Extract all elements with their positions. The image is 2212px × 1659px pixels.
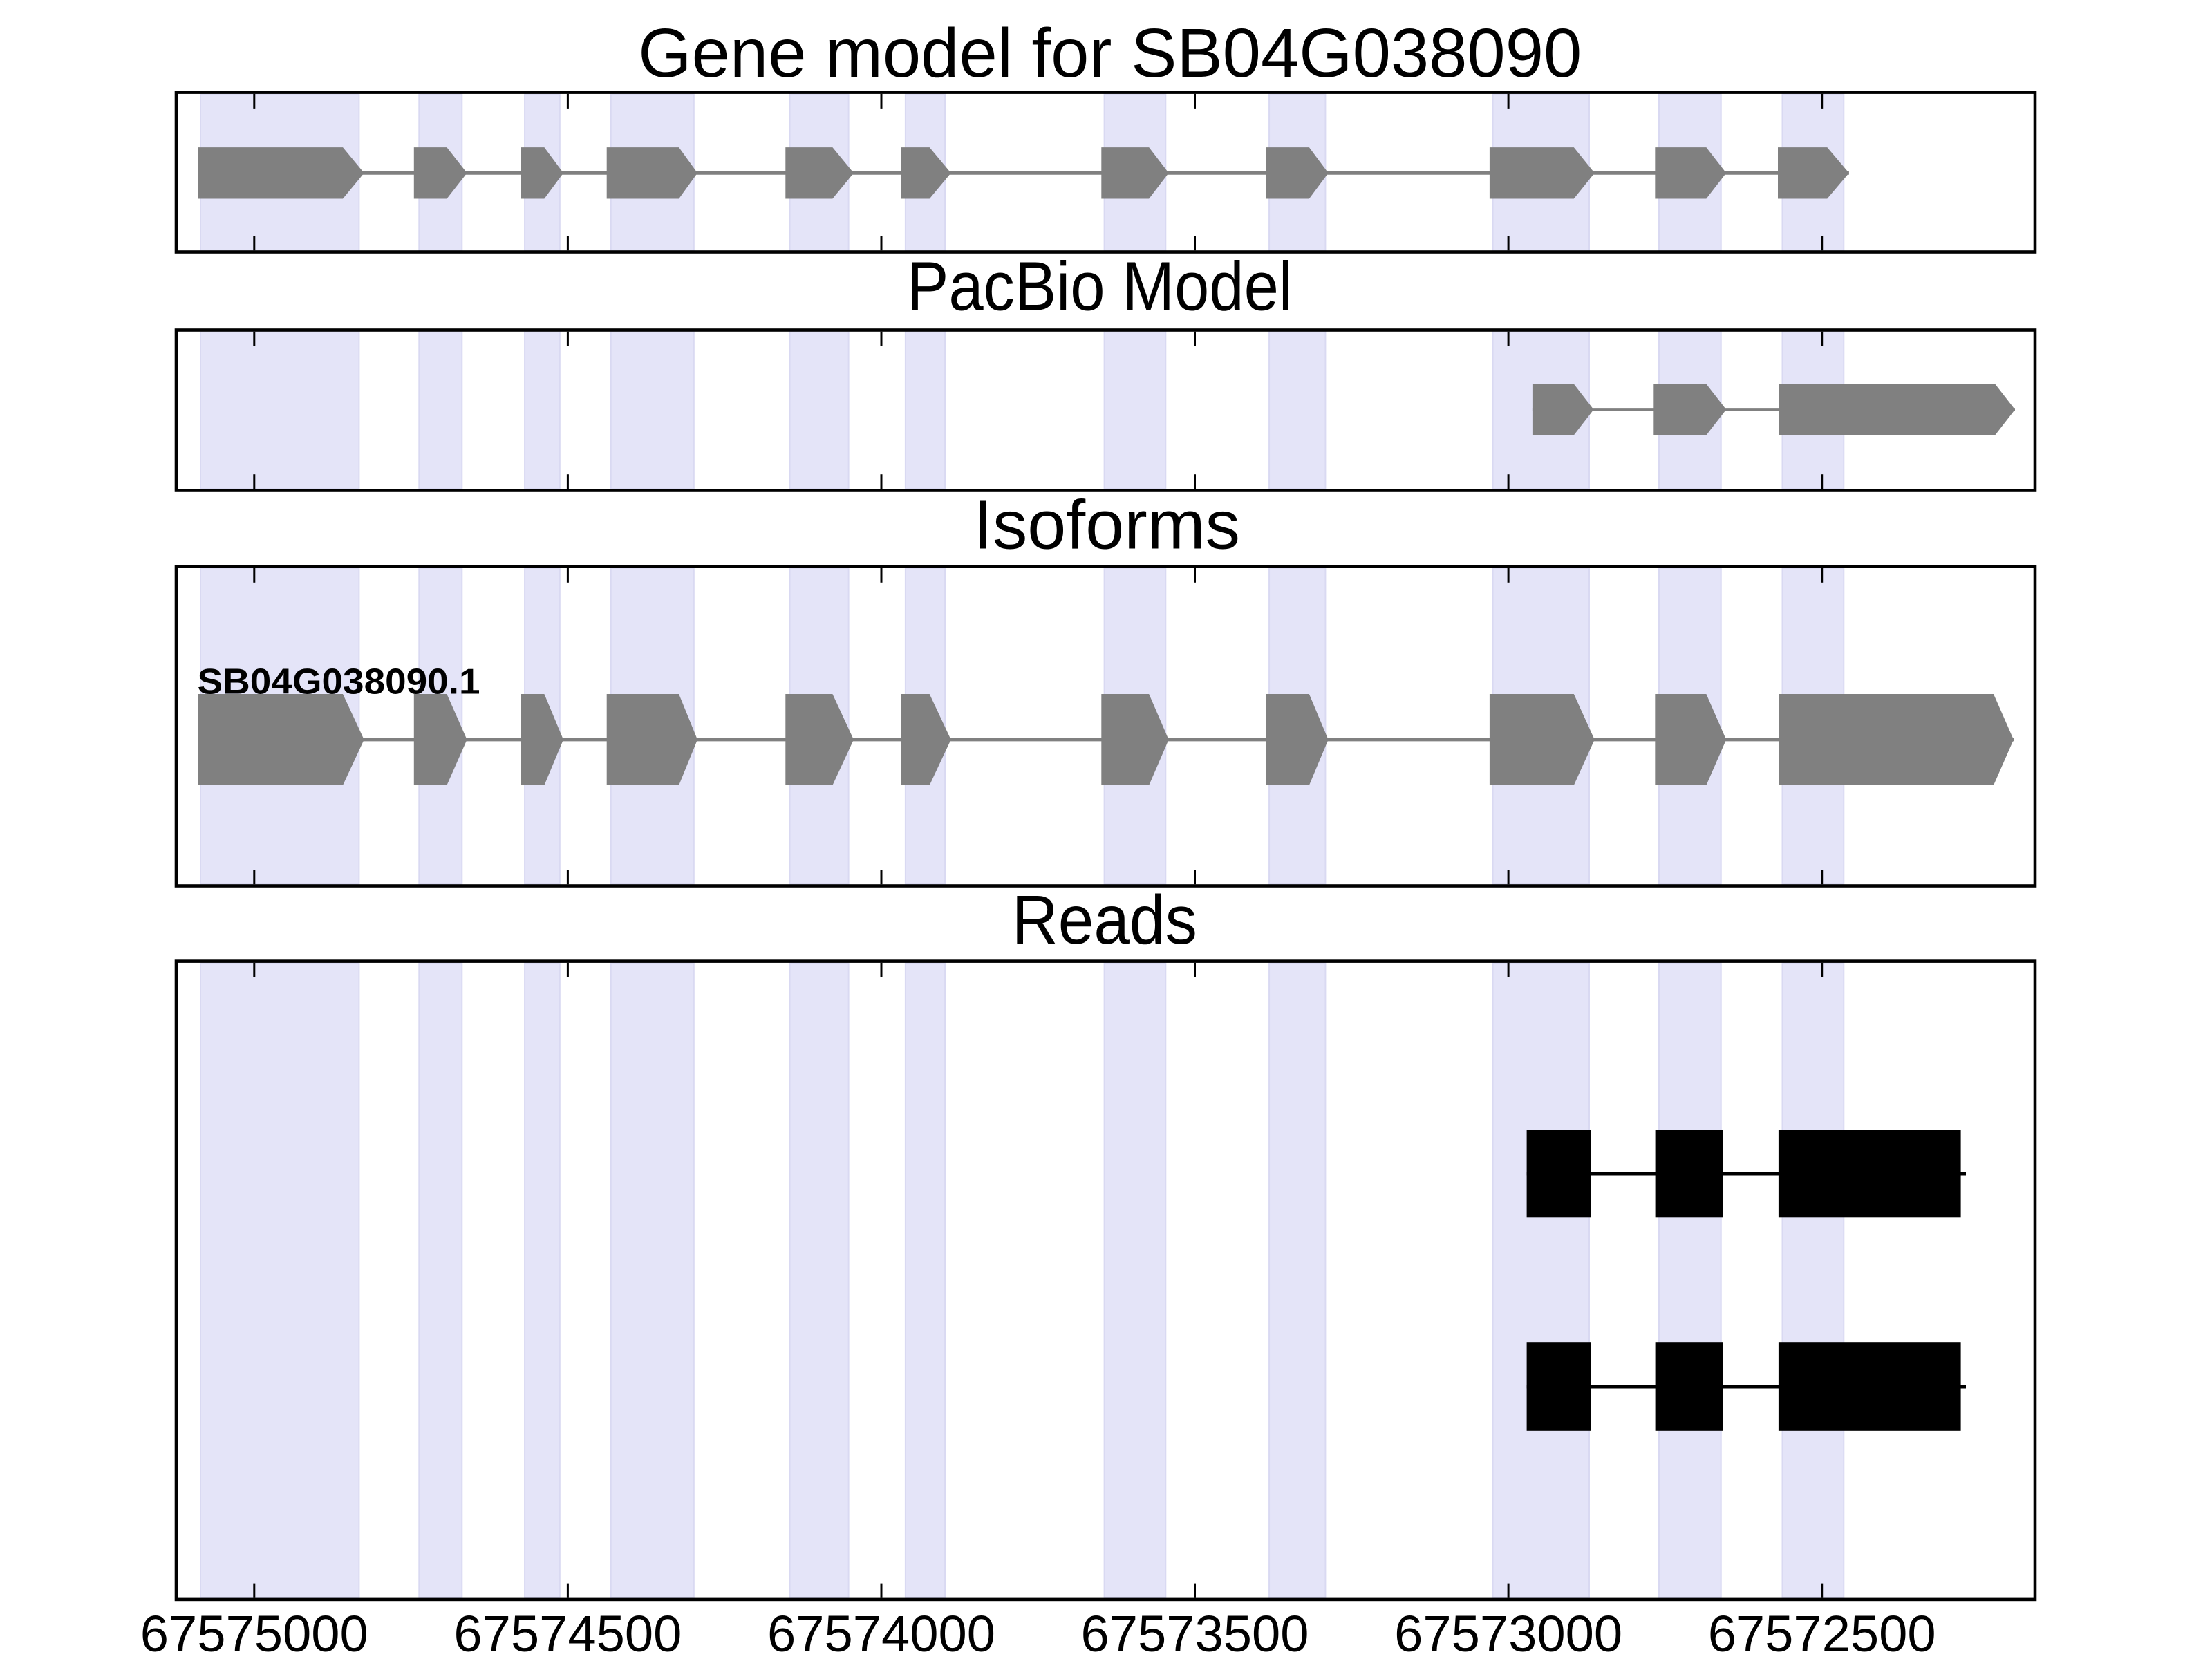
svg-text:67572500: 67572500 [1708,1605,1936,1659]
svg-text:Isoforms: Isoforms [973,487,1240,564]
svg-text:67573500: 67573500 [1081,1605,1309,1659]
svg-text:PacBio Model: PacBio Model [907,248,1293,326]
svg-text:Reads: Reads [1012,881,1197,959]
svg-text:67575000: 67575000 [140,1605,368,1659]
svg-text:67574000: 67574000 [767,1605,995,1659]
svg-text:Gene model for SB04G038090: Gene model for SB04G038090 [638,15,1582,92]
svg-text:67574500: 67574500 [453,1605,682,1659]
svg-text:67573000: 67573000 [1394,1605,1622,1659]
svg-text:SB04G038090.1: SB04G038090.1 [198,662,480,702]
